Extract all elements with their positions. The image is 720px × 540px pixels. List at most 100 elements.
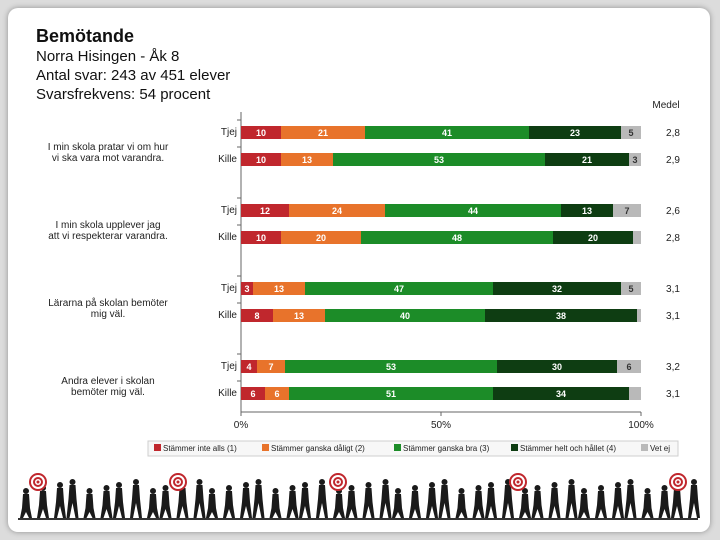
bar-segment-inte-alls — [241, 387, 265, 400]
figure-body — [37, 491, 49, 518]
mean-value: 3,1 — [666, 284, 680, 295]
mean-value: 3,1 — [666, 311, 680, 322]
figure-head — [534, 485, 541, 491]
data-label-helt-och-hallet: 38 — [556, 311, 566, 321]
walking-figure-icon — [595, 485, 607, 518]
figure-body — [379, 485, 392, 518]
mean-value: 2,8 — [666, 233, 680, 244]
figure-head — [475, 485, 482, 491]
bar-segment-vet-ej — [629, 153, 641, 166]
figure-body — [519, 494, 531, 518]
figure-body — [671, 488, 683, 518]
bar-segment-vet-ej — [629, 387, 641, 400]
data-label-inte-alls: 10 — [256, 155, 266, 165]
data-label-helt-och-hallet: 21 — [582, 155, 592, 165]
walking-figure-icon — [223, 485, 235, 518]
figure-body — [641, 494, 654, 518]
figure-body — [66, 485, 79, 518]
figure-head — [615, 482, 621, 488]
data-label-ganska-bra: 47 — [394, 284, 404, 294]
figure-head — [691, 479, 697, 485]
bar-segment-inte-alls — [241, 360, 257, 373]
figure-body — [485, 488, 497, 518]
figure-body — [286, 491, 299, 518]
data-label-ganska-daligt: 21 — [318, 128, 328, 138]
group-label-tjej: Tjej — [221, 205, 237, 216]
legend-swatch-inte-alls — [154, 444, 161, 451]
figure-body — [362, 488, 375, 518]
walking-figure-icon — [345, 485, 358, 518]
figure-body — [113, 488, 125, 518]
bar-segment-vet-ej — [633, 231, 641, 244]
bar-segment-vet-ej — [621, 282, 641, 295]
legend-label-helt-och-hallet: Stämmer helt och hållet (4) — [520, 444, 616, 453]
figure-body — [409, 491, 421, 518]
figure-head — [365, 482, 372, 488]
group-label-kille: Kille — [218, 232, 237, 243]
bar-segment-vet-ej — [621, 126, 641, 139]
question-label-line1: Andra elever i skolan — [61, 376, 154, 387]
target-icon-center — [676, 480, 680, 484]
group-label-kille: Kille — [218, 154, 237, 165]
figure-body — [624, 485, 637, 518]
x-tick-label: 0% — [234, 420, 249, 431]
data-label-inte-alls: 12 — [260, 206, 270, 216]
walking-figure-icon — [688, 479, 700, 518]
figure-head — [319, 479, 325, 485]
figure-head — [57, 482, 63, 488]
legend-swatch-helt-och-hallet — [511, 444, 518, 451]
figure-body — [438, 485, 451, 518]
data-label-helt-och-hallet: 32 — [552, 284, 562, 294]
figure-body — [269, 494, 282, 518]
figure-body — [688, 485, 700, 518]
data-label-vet-ej: 5 — [628, 128, 633, 138]
figure-head — [243, 482, 249, 488]
mean-value: 3,2 — [666, 362, 680, 373]
bar-segment-ganska-bra — [333, 153, 545, 166]
data-label-ganska-daligt: 6 — [274, 389, 279, 399]
footer-ground-line — [18, 518, 698, 520]
bar-segment-ganska-bra — [285, 360, 497, 373]
x-tick-label: 100% — [628, 420, 654, 431]
data-label-ganska-bra: 53 — [386, 362, 396, 372]
subtitle-responses: Antal svar: 243 av 451 elever — [36, 67, 231, 84]
walking-figure-icon — [455, 488, 468, 518]
legend-swatch-ganska-bra — [394, 444, 401, 451]
walking-figure-icon — [426, 482, 438, 518]
bar-segment-ganska-daligt — [273, 309, 325, 322]
question-label-line2: bemöter mig väl. — [71, 387, 145, 398]
walking-figure-icon — [147, 488, 159, 518]
figure-head — [395, 488, 401, 494]
bar-segment-ganska-bra — [289, 387, 493, 400]
walking-figure-icon — [392, 488, 404, 518]
walking-figure-icon — [269, 488, 282, 518]
walking-figure-icon — [54, 482, 66, 518]
figure-body — [345, 491, 358, 518]
bar-segment-helt-och-hallet — [497, 360, 617, 373]
figure-head — [551, 482, 558, 488]
bar-segment-ganska-bra — [385, 204, 561, 217]
slide-frame: Bemötande Norra Hisingen - Åk 8 Antal sv… — [8, 8, 710, 532]
walking-figure-icon — [565, 479, 578, 518]
walking-figure-icon — [299, 482, 311, 518]
figure-head — [568, 479, 575, 485]
figure-body — [147, 494, 159, 518]
figure-body — [426, 488, 438, 518]
data-label-inte-alls: 8 — [254, 311, 259, 321]
footer-decoration — [18, 473, 700, 520]
bar-segment-ganska-daligt — [281, 126, 365, 139]
data-label-ganska-bra: 51 — [386, 389, 396, 399]
figure-body — [83, 494, 96, 518]
bar-segment-inte-alls — [241, 126, 281, 139]
data-label-inte-alls: 6 — [250, 389, 255, 399]
bar-segment-helt-och-hallet — [553, 231, 633, 244]
walking-figure-icon — [641, 488, 654, 518]
data-label-ganska-daligt: 13 — [294, 311, 304, 321]
data-label-vet-ej: 7 — [624, 206, 629, 216]
figure-body — [316, 485, 328, 518]
data-label-ganska-daligt: 7 — [268, 362, 273, 372]
figure-body — [578, 494, 590, 518]
walking-figure-icon — [100, 485, 113, 518]
figure-head — [441, 479, 448, 485]
figure-head — [69, 479, 76, 485]
